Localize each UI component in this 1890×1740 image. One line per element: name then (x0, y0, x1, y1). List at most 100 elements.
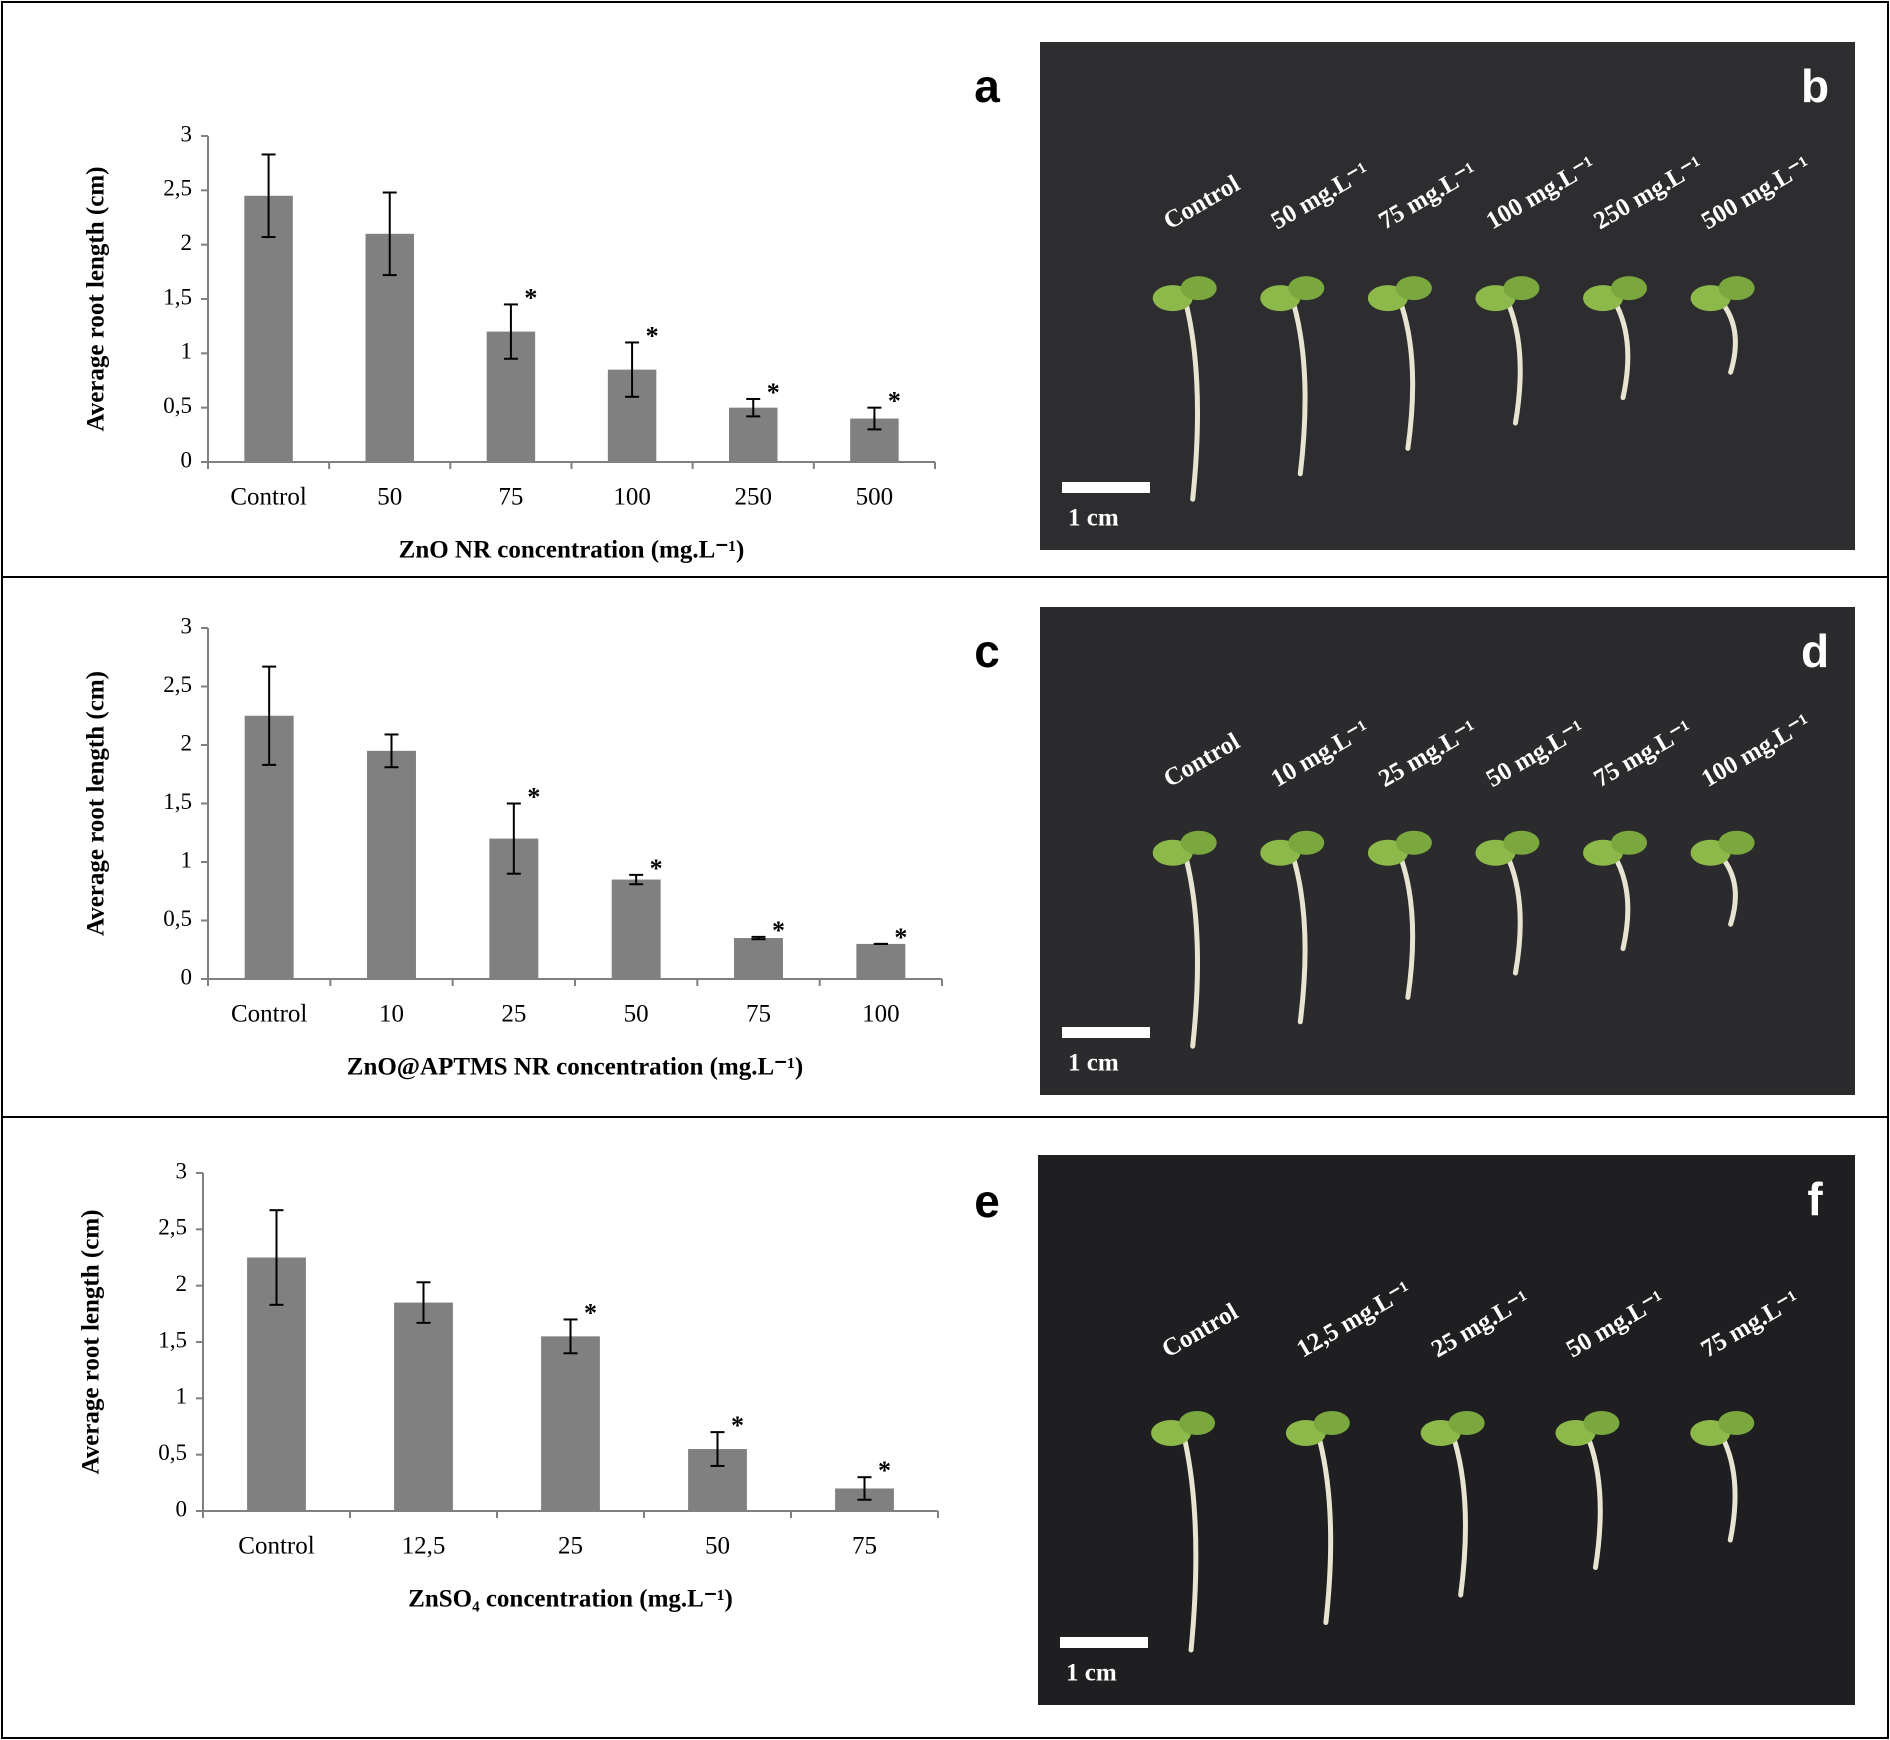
y-tick-label: 3 (181, 613, 193, 638)
seedling-root (1506, 858, 1523, 976)
y-tick-label: 2 (181, 230, 193, 255)
x-tick-label: 75 (746, 1001, 771, 1028)
x-tick-label: 25 (558, 1533, 583, 1560)
seedling-root (1291, 303, 1308, 477)
y-tick-label: 1,5 (158, 1327, 187, 1352)
significance-marker: * (878, 1456, 891, 1485)
seedling-leaf (1718, 1411, 1755, 1435)
x-tick-label: 50 (624, 1001, 649, 1028)
x-axis-label: ZnO NR concentration (mg.L⁻¹) (399, 537, 745, 564)
y-tick-label: 1,5 (163, 284, 192, 309)
y-tick-label: 2 (181, 730, 193, 755)
bar (611, 879, 661, 979)
seedling-root (1399, 858, 1416, 1000)
seedling-root (1399, 303, 1416, 451)
seedling-root (1317, 1438, 1334, 1625)
panel-label: a (974, 60, 1000, 112)
scale-label: 1 cm (1068, 1050, 1119, 1077)
seedling-root (1721, 1438, 1738, 1543)
y-tick-label: 0 (176, 1496, 188, 1521)
significance-marker: * (894, 923, 907, 952)
y-tick-label: 0,5 (163, 393, 192, 418)
x-tick-label: 25 (501, 1001, 526, 1028)
panel-label: d (1801, 625, 1829, 677)
y-tick-label: 0,5 (163, 906, 192, 931)
y-tick-label: 1 (181, 339, 193, 364)
x-tick-label: 100 (862, 1001, 900, 1028)
seedling-leaf (1288, 276, 1325, 301)
y-tick-label: 1,5 (163, 789, 192, 814)
seedling-leaf (1503, 830, 1540, 855)
seedling-root (1586, 1438, 1603, 1570)
y-tick-label: 2 (176, 1271, 188, 1296)
y-tick-label: 0,5 (158, 1440, 187, 1465)
y-tick-label: 3 (181, 121, 193, 146)
significance-marker: * (731, 1411, 744, 1440)
seedling-leaf (1180, 276, 1217, 301)
seedling-root (1614, 858, 1631, 952)
seedling-root (1452, 1438, 1468, 1598)
scale-bar (1062, 1027, 1150, 1038)
seedling-leaf (1718, 276, 1755, 301)
seedling-leaf (1611, 830, 1648, 855)
y-tick-label: 0 (181, 447, 193, 472)
bar (244, 195, 293, 462)
significance-marker: * (584, 1298, 597, 1327)
seedling-root (1722, 858, 1738, 927)
significance-marker: * (650, 854, 663, 883)
seedling-leaf (1313, 1411, 1350, 1435)
seedling-root (1182, 1438, 1199, 1653)
x-tick-label: Control (231, 1001, 307, 1028)
scale-bar (1062, 482, 1150, 493)
scale-label: 1 cm (1068, 505, 1119, 532)
seedling-leaf (1179, 1411, 1216, 1435)
y-tick-label: 3 (176, 1158, 188, 1183)
y-tick-label: 1 (181, 847, 193, 872)
y-tick-label: 2,5 (163, 176, 192, 201)
significance-marker: * (772, 916, 785, 945)
bar (734, 938, 783, 979)
seedling-leaf (1503, 276, 1540, 301)
x-tick-label: Control (238, 1533, 314, 1560)
seedling-root (1722, 303, 1738, 375)
seedling-leaf (1718, 830, 1755, 855)
y-tick-label: 0 (181, 964, 193, 989)
seedling-root (1184, 858, 1200, 1049)
seedling-root (1506, 303, 1523, 426)
y-axis-label: Average root length (cm) (83, 671, 110, 936)
panel-label: b (1801, 60, 1829, 112)
bar (541, 1336, 600, 1511)
y-axis-label: Average root length (cm) (83, 167, 110, 432)
panel-label: f (1807, 1173, 1823, 1225)
panel-label: c (974, 625, 1000, 677)
panel-label: e (974, 1175, 1000, 1227)
significance-marker: * (524, 283, 537, 312)
scale-label: 1 cm (1066, 1660, 1117, 1687)
seedling-leaf (1395, 830, 1432, 855)
x-axis-label: ZnSO₄ concentration (mg.L⁻¹) (408, 1586, 733, 1613)
x-tick-label: 75 (498, 484, 523, 511)
y-tick-label: 1 (176, 1384, 188, 1409)
seedling-leaf (1611, 276, 1648, 301)
x-tick-label: 50 (705, 1533, 730, 1560)
x-tick-label: Control (230, 484, 306, 511)
x-tick-label: 250 (735, 484, 773, 511)
seedling-leaf (1583, 1411, 1620, 1435)
x-tick-label: 100 (613, 484, 651, 511)
y-axis-label: Average root length (cm) (78, 1210, 105, 1475)
x-tick-label: 50 (377, 484, 402, 511)
seedling-root (1614, 303, 1631, 401)
bar (367, 750, 416, 979)
x-tick-label: 75 (852, 1533, 877, 1560)
x-axis-label: ZnO@APTMS NR concentration (mg.L⁻¹) (347, 1054, 803, 1081)
significance-marker: * (888, 387, 901, 416)
seedling-leaf (1395, 276, 1432, 301)
seedling-leaf (1448, 1411, 1485, 1435)
x-tick-label: 500 (856, 484, 894, 511)
seedling-root (1184, 303, 1200, 502)
seedling-leaf (1288, 830, 1325, 855)
y-tick-label: 2,5 (158, 1215, 187, 1240)
significance-marker: * (767, 378, 780, 407)
